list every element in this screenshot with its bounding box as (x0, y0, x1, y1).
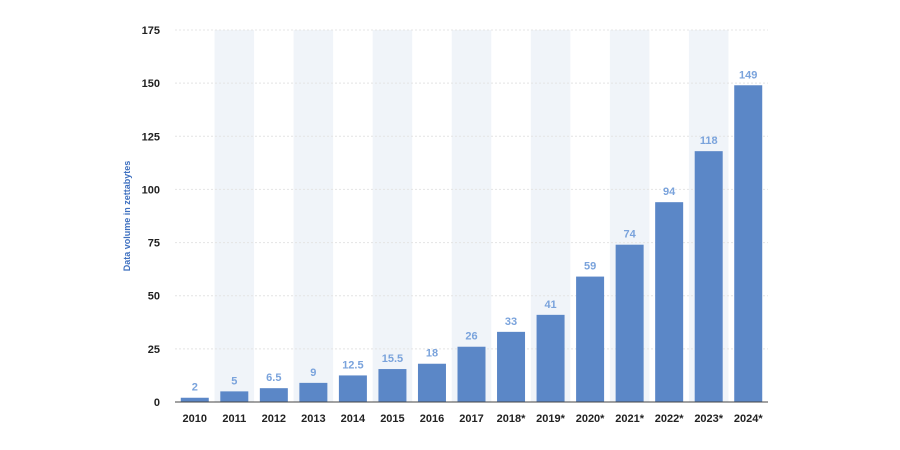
x-tick-label: 2015 (380, 413, 404, 425)
x-tick-label: 2011 (222, 413, 246, 425)
x-tick-label: 2020* (576, 413, 605, 425)
x-tick-label: 2023* (694, 413, 723, 425)
column-band (293, 30, 334, 402)
data-label: 149 (739, 69, 757, 81)
y-tick-label: 125 (142, 131, 160, 143)
x-tick-label: 2016 (420, 413, 444, 425)
bars (180, 85, 763, 403)
bar (536, 314, 565, 402)
column-band (214, 30, 255, 402)
x-tick-label: 2019* (536, 413, 565, 425)
x-tick-label: 2017 (459, 413, 483, 425)
y-tick-label: 0 (154, 397, 160, 409)
y-axis-title: Data volume in zettabytes (122, 161, 132, 272)
column-bands (214, 30, 729, 402)
bar (615, 244, 644, 402)
data-label: 59 (584, 261, 596, 273)
y-tick-label: 100 (142, 184, 160, 196)
bar (259, 388, 288, 402)
x-tick-label: 2022* (655, 413, 684, 425)
bar (378, 369, 407, 402)
data-label: 26 (465, 331, 477, 343)
data-label: 5 (231, 375, 237, 387)
bar (417, 363, 446, 402)
bar (655, 202, 684, 402)
data-label: 15.5 (382, 353, 403, 365)
data-labels: 2 5 6.5 9 12.5 15.5 18 26 33 41 59 74 94 118 149 (192, 69, 758, 393)
y-tick-label: 75 (148, 238, 160, 250)
column-band (372, 30, 413, 402)
bar (220, 391, 249, 402)
data-label: 2 (192, 382, 198, 394)
data-label: 94 (663, 186, 676, 198)
x-tick-label: 2014 (341, 413, 366, 425)
data-label: 41 (544, 299, 556, 311)
data-label: 18 (426, 348, 438, 360)
x-tick-label: 2012 (262, 413, 286, 425)
y-tick-label: 150 (142, 78, 160, 90)
bar (694, 151, 723, 402)
bar (338, 375, 367, 402)
bar (497, 331, 526, 402)
x-axis-ticks: 2010 2011 2012 2013 2014 2015 2016 2017 2018* 201… (183, 413, 764, 425)
data-label: 6.5 (266, 372, 281, 384)
data-label: 9 (310, 367, 316, 379)
y-axis-ticks: 0 25 50 75 100 125 150 175 (142, 25, 160, 409)
y-tick-label: 50 (148, 291, 160, 303)
bar (457, 346, 486, 402)
y-tick-label: 175 (142, 25, 160, 37)
bar (576, 276, 605, 402)
y-tick-label: 25 (148, 344, 160, 356)
data-label: 74 (624, 229, 637, 241)
x-tick-label: 2021* (615, 413, 644, 425)
bar (299, 382, 328, 402)
column-band (451, 30, 492, 402)
data-label: 12.5 (342, 359, 363, 371)
bar (180, 397, 209, 402)
x-tick-label: 2024* (734, 413, 763, 425)
x-tick-label: 2013 (301, 413, 325, 425)
bar (734, 85, 763, 403)
x-tick-label: 2018* (497, 413, 526, 425)
data-label: 118 (700, 135, 718, 147)
x-tick-label: 2010 (183, 413, 207, 425)
data-label: 33 (505, 316, 517, 328)
